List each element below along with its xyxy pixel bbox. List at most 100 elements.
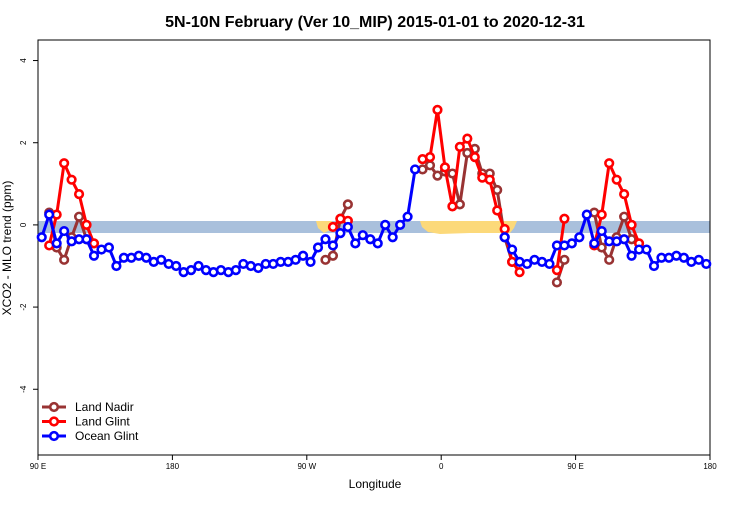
data-point bbox=[462, 133, 473, 144]
data-point bbox=[305, 256, 316, 267]
data-point bbox=[141, 252, 152, 263]
legend-label: Ocean Glint bbox=[75, 429, 139, 443]
data-point bbox=[230, 264, 241, 276]
data-point bbox=[387, 232, 398, 243]
data-point bbox=[499, 223, 510, 235]
data-point bbox=[253, 262, 264, 274]
data-point bbox=[619, 211, 630, 222]
data-point bbox=[469, 152, 480, 163]
ocean-strip bbox=[38, 221, 710, 233]
data-point bbox=[342, 221, 353, 233]
data-point bbox=[156, 254, 167, 265]
data-point bbox=[59, 254, 70, 265]
data-point bbox=[342, 199, 353, 210]
data-point bbox=[312, 242, 324, 253]
data-point bbox=[357, 230, 368, 241]
data-point bbox=[320, 234, 331, 245]
x-axis-label: Longitude bbox=[349, 477, 402, 491]
data-point bbox=[499, 232, 510, 243]
data-point bbox=[439, 162, 451, 173]
data-point bbox=[335, 228, 346, 239]
data-point bbox=[484, 174, 495, 185]
data-point bbox=[51, 238, 62, 249]
data-point bbox=[424, 160, 436, 171]
y-tick-label: -2 bbox=[19, 303, 28, 311]
data-point bbox=[611, 174, 622, 185]
data-point bbox=[574, 232, 585, 243]
legend-marker bbox=[48, 416, 60, 427]
legend-label: Land Glint bbox=[75, 415, 130, 429]
data-point bbox=[88, 250, 100, 261]
surface-strip bbox=[38, 221, 710, 234]
data-point bbox=[432, 170, 443, 181]
data-point bbox=[492, 205, 503, 216]
data-point bbox=[619, 188, 630, 200]
x-tick-label: 0 bbox=[439, 462, 444, 471]
y-axis-label: XCO2 - MLO trend (ppm) bbox=[0, 181, 14, 316]
data-point bbox=[111, 260, 122, 272]
data-point bbox=[185, 264, 197, 276]
data-point bbox=[566, 238, 577, 249]
x-tick-label: 180 bbox=[166, 462, 180, 471]
chart-title: 5N-10N February (Ver 10_MIP) 2015-01-01 … bbox=[165, 14, 585, 31]
data-point bbox=[73, 211, 85, 222]
legend-marker bbox=[48, 430, 60, 442]
data-point bbox=[409, 164, 421, 175]
data-point bbox=[380, 219, 391, 231]
y-tick-label: -4 bbox=[19, 385, 28, 393]
legend-label: Land Nadir bbox=[75, 400, 134, 414]
data-point bbox=[447, 201, 458, 212]
data-point bbox=[619, 234, 630, 245]
y-tick-label: 2 bbox=[19, 140, 28, 145]
data-point bbox=[290, 254, 301, 265]
data-point bbox=[395, 219, 406, 231]
data-point bbox=[492, 184, 503, 196]
data-point bbox=[81, 219, 92, 231]
data-point bbox=[581, 209, 592, 220]
data-point bbox=[327, 221, 339, 233]
x-tick-label: 180 bbox=[703, 462, 717, 471]
data-point bbox=[365, 234, 376, 245]
legend-marker bbox=[48, 401, 60, 413]
y-tick-label: 0 bbox=[19, 222, 28, 227]
data-point bbox=[402, 211, 413, 222]
data-point bbox=[551, 277, 563, 288]
data-point bbox=[589, 238, 600, 249]
data-point bbox=[641, 244, 652, 255]
land-strip bbox=[420, 221, 517, 234]
data-point bbox=[424, 152, 436, 163]
data-point bbox=[678, 252, 689, 263]
data-point bbox=[66, 174, 77, 185]
data-point bbox=[514, 267, 525, 278]
data-point bbox=[320, 254, 331, 265]
data-point bbox=[327, 240, 339, 251]
data-point bbox=[44, 209, 55, 220]
data-point bbox=[88, 238, 100, 249]
data-point bbox=[193, 260, 204, 272]
data-point bbox=[693, 254, 704, 265]
data-point bbox=[648, 260, 660, 272]
data-point bbox=[701, 258, 712, 270]
plot-frame bbox=[37, 39, 711, 456]
data-point bbox=[432, 104, 443, 115]
data-point bbox=[596, 225, 607, 237]
data-point bbox=[454, 141, 465, 152]
data-point bbox=[521, 258, 533, 270]
data-point bbox=[36, 232, 47, 243]
data-point bbox=[81, 234, 92, 245]
data-point bbox=[73, 188, 85, 200]
data-point bbox=[551, 264, 563, 276]
data-point bbox=[604, 254, 615, 265]
data-point bbox=[103, 242, 115, 253]
data-point bbox=[544, 258, 555, 270]
x-tick-label: 90 W bbox=[297, 462, 316, 471]
data-point bbox=[559, 213, 570, 224]
data-point bbox=[604, 158, 615, 169]
data-point bbox=[59, 225, 70, 237]
data-point bbox=[171, 260, 182, 272]
data-point bbox=[59, 158, 70, 169]
data-point bbox=[626, 250, 637, 261]
data-point bbox=[297, 250, 309, 261]
